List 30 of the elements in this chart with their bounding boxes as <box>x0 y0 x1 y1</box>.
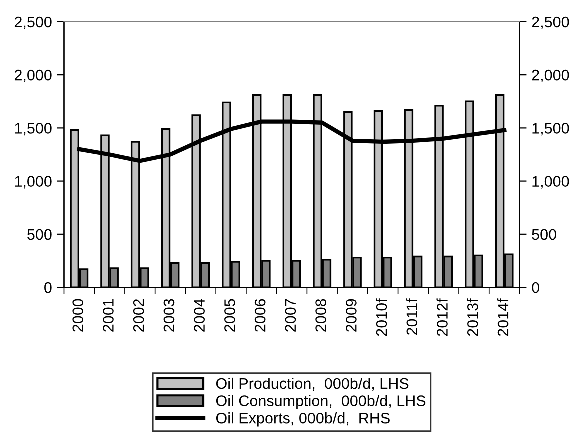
x-tick-label: 2007 <box>285 299 296 332</box>
x-tick-label: 2000 <box>72 299 84 332</box>
y-tick-label: 0 <box>44 282 52 294</box>
legend-label: Oil Consumption, 000b/d, LHS <box>216 395 426 410</box>
x-tick-label: 2013f <box>467 298 478 336</box>
x-tick-label: 2004 <box>194 299 205 332</box>
y-tick-label: 1,000 <box>15 176 52 189</box>
x-tick-label: 2005 <box>224 299 236 332</box>
x-tick-label: 2001 <box>103 299 114 332</box>
x-tick-label: 2010f <box>376 298 388 336</box>
x-tick-label: 2009 <box>346 299 357 332</box>
y2-tick-label: 1,500 <box>532 123 570 136</box>
y-tick-label: 1,500 <box>15 123 52 136</box>
x-tick-label: 2003 <box>164 299 175 332</box>
y2-tick-label: 500 <box>532 229 556 240</box>
y2-tick-label: 1,000 <box>532 176 570 189</box>
y-tick-label: 2,000 <box>14 70 52 83</box>
x-tick-label: 2014f <box>497 298 509 336</box>
x-tick-label: 2002 <box>133 299 144 332</box>
x-tick-label: 2008 <box>316 299 326 332</box>
y2-tick-label: 0 <box>532 282 540 294</box>
y-tick-label: 500 <box>28 229 52 240</box>
y2-tick-label: 2,500 <box>532 16 570 30</box>
y-tick-label: 2,500 <box>14 16 52 30</box>
legend-label: Oil Exports, 000b/d, RHS <box>216 412 390 427</box>
y2-tick-label: 2,000 <box>532 70 570 83</box>
x-tick-label: 2006 <box>254 299 266 332</box>
legend-label: Oil Production, 000b/d, LHS <box>216 378 409 391</box>
x-tick-label: 2012f <box>436 298 448 336</box>
x-tick-label: 2011f <box>406 298 418 335</box>
